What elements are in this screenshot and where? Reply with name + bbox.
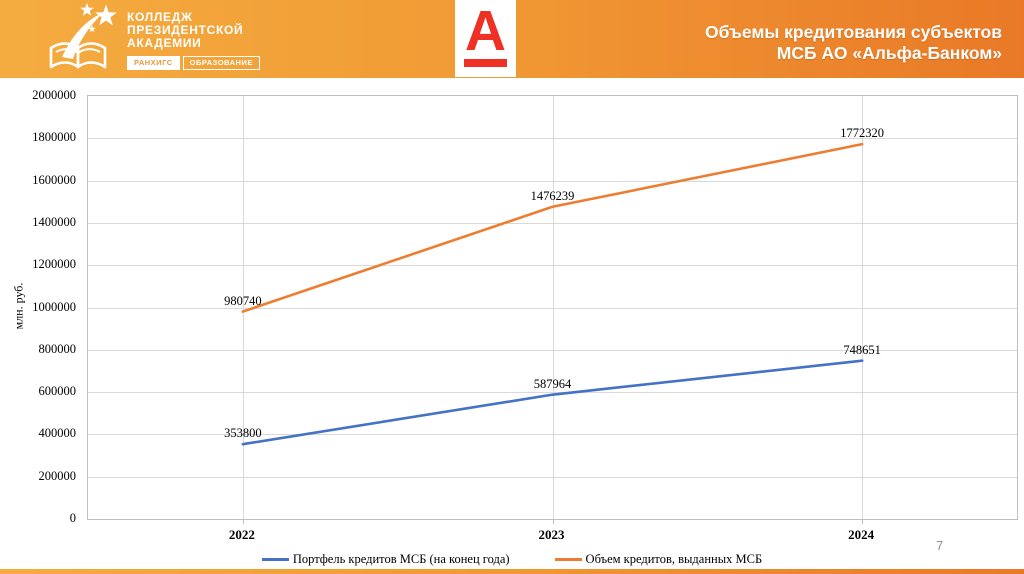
- y-tick-label: 600000: [38, 384, 77, 399]
- college-logo-name: КОЛЛЕДЖ ПРЕЗИДЕНТСКОЙ АКАДЕМИИ: [127, 11, 243, 50]
- y-tick-label: 200000: [38, 468, 77, 483]
- data-label: 587964: [533, 376, 572, 391]
- plot-area: 353800 587964 748651 980740 1476239 1772320: [87, 95, 1018, 524]
- x-tick-label: 2024: [848, 527, 875, 542]
- y-tick-label: 2000000: [32, 88, 76, 102]
- y-tick-label: 800000: [38, 341, 77, 356]
- data-label: 748651: [843, 342, 881, 357]
- y-tick-label: 1200000: [32, 257, 76, 272]
- alfa-bank-underline: [464, 59, 507, 67]
- legend-label: Объем кредитов, выданных МСБ: [585, 552, 763, 566]
- college-book-star-logo-icon: [49, 3, 117, 69]
- y-tick-label: 1000000: [32, 299, 76, 314]
- legend-marker: [554, 558, 582, 561]
- college-logo-name-line1: КОЛЛЕДЖ: [127, 10, 193, 24]
- legend-item: Объем кредитов, выданных МСБ: [554, 552, 763, 567]
- series-line: [241, 359, 864, 446]
- y-tick-label: 1800000: [32, 130, 76, 145]
- data-label: 1772320: [840, 126, 885, 141]
- college-logo-name-line3: АКАДЕМИИ: [127, 36, 202, 50]
- header-bar: КОЛЛЕДЖ ПРЕЗИДЕНТСКОЙ АКАДЕМИИ РАНХИГС О…: [0, 0, 1024, 78]
- data-label: 353800: [224, 426, 262, 441]
- data-label: 1476239: [530, 188, 575, 203]
- x-gridline: [242, 96, 244, 519]
- y-tick-label: 0: [69, 511, 76, 525]
- alfa-bank-logo: А: [455, 0, 516, 77]
- y-tick-label: 1400000: [32, 214, 76, 229]
- legend-marker: [261, 558, 289, 561]
- legend-label: Портфель кредитов МСБ (на конец года): [292, 552, 510, 566]
- y-tick-label: 1600000: [32, 172, 76, 187]
- data-label: 980740: [224, 293, 262, 308]
- x-axis-tickmark: [242, 519, 244, 524]
- alfa-bank-letter: А: [464, 0, 507, 63]
- x-axis-tickmark: [862, 519, 864, 524]
- ranepa-badge: РАНХИГС: [127, 56, 180, 70]
- slide-title: Объемы кредитования субъектов МСБ АО «Ал…: [705, 22, 1002, 64]
- footer-accent-bar: [0, 569, 1024, 574]
- x-gridline: [552, 96, 554, 519]
- x-tick-label: 2022: [228, 527, 255, 542]
- series-lines: [241, 142, 864, 446]
- x-axis-tickmark: [552, 519, 554, 524]
- college-logo-name-line2: ПРЕЗИДЕНТСКОЙ: [127, 23, 244, 37]
- chart-legend: Портфель кредитов МСБ (на конец года) Объ…: [0, 552, 1024, 567]
- series-line: [241, 142, 864, 313]
- college-logo-badges: РАНХИГС ОБРАЗОВАНИЕ: [127, 56, 260, 70]
- slide-title-line1: Объемы кредитования субъектов: [704, 22, 1002, 42]
- education-badge: ОБРАЗОВАНИЕ: [182, 56, 260, 70]
- legend-item: Портфель кредитов МСБ (на конец года): [261, 552, 510, 567]
- x-tick-label: 2023: [538, 527, 565, 542]
- slide-title-line2: МСБ АО «Альфа-Банком»: [776, 43, 1002, 63]
- page-number: 7: [936, 538, 944, 553]
- y-tick-label: 400000: [38, 426, 77, 441]
- x-gridline: [862, 96, 864, 519]
